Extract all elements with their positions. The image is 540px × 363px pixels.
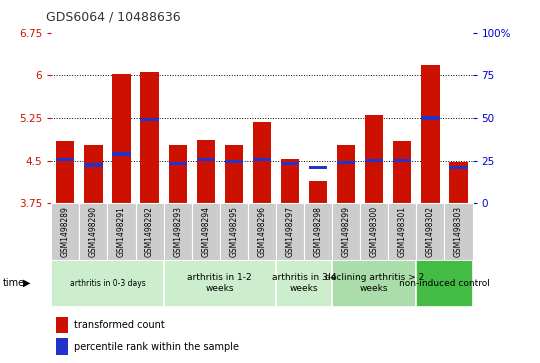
Text: GSM1498292: GSM1498292 [145, 206, 154, 257]
Text: time: time [3, 278, 25, 288]
Bar [56, 141, 75, 203]
Bar [281, 162, 299, 165]
FancyBboxPatch shape [164, 203, 192, 260]
Bar [309, 180, 327, 203]
FancyBboxPatch shape [136, 203, 164, 260]
Text: GSM1498294: GSM1498294 [201, 206, 210, 257]
Text: GSM1498303: GSM1498303 [454, 206, 463, 257]
Text: GSM1498296: GSM1498296 [258, 206, 266, 257]
Bar [421, 116, 440, 120]
Bar [253, 158, 271, 161]
Bar [309, 166, 327, 169]
Bar [365, 159, 383, 162]
Text: declining arthritis > 2
weeks: declining arthritis > 2 weeks [325, 273, 424, 293]
Bar [225, 145, 243, 203]
Bar [365, 115, 383, 203]
Bar [449, 166, 468, 169]
FancyBboxPatch shape [388, 203, 416, 260]
Bar [337, 145, 355, 203]
Bar [337, 161, 355, 164]
FancyBboxPatch shape [79, 203, 107, 260]
Bar [56, 158, 75, 161]
Bar [84, 145, 103, 203]
Bar [112, 74, 131, 203]
Bar [421, 65, 440, 203]
Bar [112, 152, 131, 155]
Text: GSM1498299: GSM1498299 [342, 206, 350, 257]
FancyBboxPatch shape [220, 203, 248, 260]
Text: GSM1498302: GSM1498302 [426, 206, 435, 257]
Bar [225, 160, 243, 163]
FancyBboxPatch shape [164, 260, 276, 307]
FancyBboxPatch shape [332, 260, 416, 307]
FancyBboxPatch shape [276, 203, 304, 260]
Bar [56, 317, 68, 333]
Bar [140, 118, 159, 121]
Bar [393, 141, 411, 203]
Bar [84, 163, 103, 167]
Bar [168, 145, 187, 203]
FancyBboxPatch shape [444, 203, 472, 260]
FancyBboxPatch shape [192, 203, 220, 260]
FancyBboxPatch shape [360, 203, 388, 260]
FancyBboxPatch shape [416, 260, 472, 307]
FancyBboxPatch shape [51, 260, 164, 307]
Text: GSM1498289: GSM1498289 [61, 206, 70, 257]
Text: percentile rank within the sample: percentile rank within the sample [75, 342, 239, 352]
Bar [56, 338, 68, 355]
Text: GSM1498291: GSM1498291 [117, 206, 126, 257]
Text: ▶: ▶ [23, 278, 31, 288]
FancyBboxPatch shape [51, 203, 79, 260]
Text: GDS6064 / 10488636: GDS6064 / 10488636 [46, 11, 180, 24]
Text: arthritis in 1-2
weeks: arthritis in 1-2 weeks [187, 273, 252, 293]
Text: non-induced control: non-induced control [399, 279, 490, 287]
Text: arthritis in 3-4
weeks: arthritis in 3-4 weeks [272, 273, 336, 293]
Text: GSM1498300: GSM1498300 [370, 206, 379, 257]
Text: GSM1498295: GSM1498295 [230, 206, 238, 257]
FancyBboxPatch shape [416, 203, 444, 260]
Text: GSM1498297: GSM1498297 [286, 206, 294, 257]
FancyBboxPatch shape [304, 203, 332, 260]
Text: GSM1498298: GSM1498298 [314, 206, 322, 257]
Bar [168, 162, 187, 165]
Text: GSM1498301: GSM1498301 [398, 206, 407, 257]
FancyBboxPatch shape [107, 203, 136, 260]
FancyBboxPatch shape [276, 260, 332, 307]
Bar [393, 159, 411, 162]
Bar [140, 73, 159, 203]
Bar [449, 162, 468, 203]
Bar [281, 159, 299, 203]
Bar [197, 140, 215, 203]
Bar [197, 158, 215, 161]
FancyBboxPatch shape [332, 203, 360, 260]
Bar [253, 122, 271, 203]
Text: GSM1498290: GSM1498290 [89, 206, 98, 257]
Text: arthritis in 0-3 days: arthritis in 0-3 days [70, 279, 145, 287]
Text: GSM1498293: GSM1498293 [173, 206, 182, 257]
Text: transformed count: transformed count [75, 321, 165, 330]
FancyBboxPatch shape [248, 203, 276, 260]
